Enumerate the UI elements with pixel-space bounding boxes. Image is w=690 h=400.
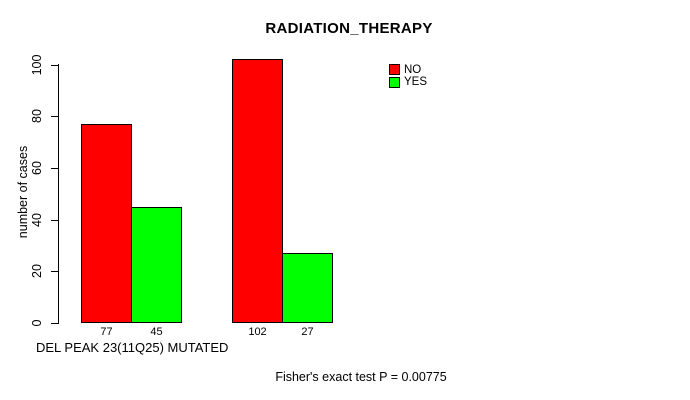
y-tick-label: 40	[30, 213, 44, 227]
y-tick-mark	[51, 168, 59, 169]
x-axis-label: DEL PEAK 23(11Q25) MUTATED	[36, 340, 229, 355]
y-tick-mark	[51, 323, 59, 324]
legend-swatch	[389, 64, 400, 76]
legend-item-no: NO	[389, 64, 427, 76]
y-tick-label: 60	[30, 161, 44, 175]
y-tick-mark	[51, 116, 59, 117]
bar-yes-group-1	[131, 207, 182, 323]
fisher-test-annotation: Fisher's exact test P = 0.00775	[275, 370, 447, 384]
bar-yes-group-2	[282, 253, 333, 323]
y-tick-label: 20	[30, 264, 44, 278]
y-tick-mark	[51, 220, 59, 221]
legend-swatch	[389, 76, 400, 88]
legend: NO YES	[389, 64, 427, 88]
bar-no-group-1	[81, 124, 132, 323]
y-tick-label: 0	[30, 319, 44, 327]
legend-item-yes: YES	[389, 76, 428, 89]
y-tick-label: 100	[30, 54, 44, 76]
y-tick-mark	[51, 271, 59, 272]
bar-value-label: 102	[248, 326, 267, 338]
y-tick-mark	[51, 65, 59, 66]
legend-label: YES	[404, 76, 428, 89]
bar-value-label: 27	[301, 326, 314, 338]
legend-label: NO	[404, 63, 422, 76]
y-tick-label: 80	[30, 109, 44, 123]
bar-no-group-2	[232, 59, 283, 323]
y-axis-label: number of cases	[16, 145, 30, 239]
bar-value-label: 45	[150, 326, 163, 338]
bar-value-label: 77	[100, 326, 113, 338]
y-axis-line	[58, 64, 59, 324]
chart-title: RADIATION_THERAPY	[265, 20, 433, 37]
